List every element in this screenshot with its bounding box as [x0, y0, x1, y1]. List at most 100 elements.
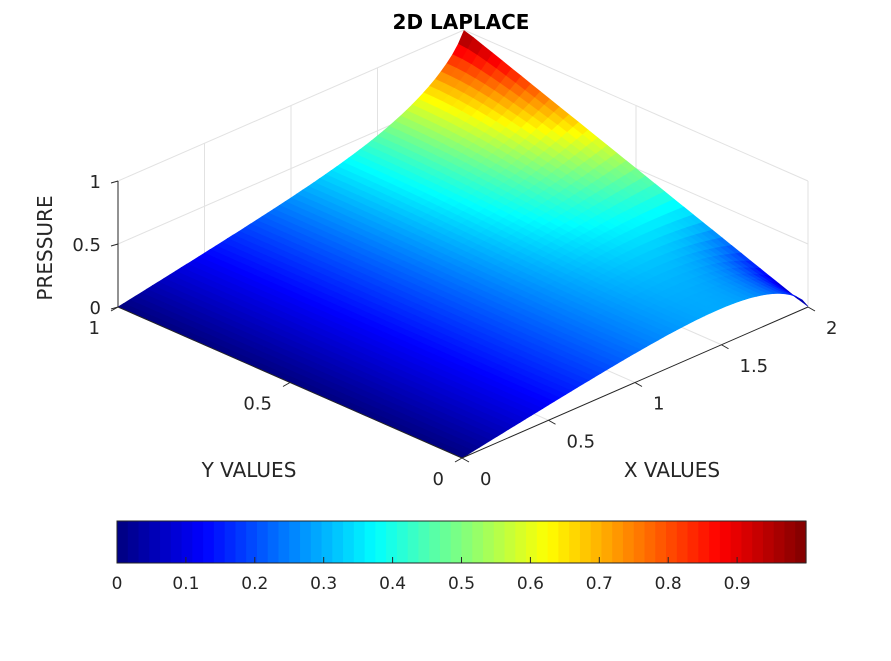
colorbar-swatch: [429, 521, 441, 563]
colorbar-swatch: [289, 521, 301, 563]
z-tick-label: 1: [90, 172, 101, 193]
colorbar-swatch: [709, 521, 721, 563]
colorbar-swatch: [213, 521, 226, 563]
colorbar-swatch: [256, 521, 269, 563]
colorbar-tick-label: 0: [112, 574, 123, 594]
colorbar-tick-label: 0.6: [517, 574, 544, 594]
colorbar-swatch: [461, 521, 473, 563]
x-tick-mark: [634, 382, 643, 387]
colorbar-swatch: [235, 521, 247, 563]
colorbar-tick-label: 0.2: [241, 574, 268, 594]
colorbar-swatch: [504, 521, 516, 563]
colorbar-tick-label: 0.8: [655, 574, 682, 594]
colorbar-swatch: [536, 521, 549, 563]
colorbar-swatch: [138, 521, 150, 563]
colorbar-swatch: [666, 521, 678, 563]
x-tick-label: 1.5: [740, 356, 769, 377]
colorbar-swatch: [612, 521, 624, 563]
colorbar: 0 0.1 0.2 0.3 0.4 0.5 0.6 0.7 0.8 0.9: [112, 520, 807, 594]
x-tick-label: 0: [480, 469, 491, 490]
colorbar-swatch: [278, 521, 290, 563]
z-tick-label: 0: [90, 298, 101, 319]
colorbar-swatch: [526, 521, 538, 563]
colorbar-swatch: [622, 521, 635, 563]
colorbar-swatch: [246, 521, 258, 563]
colorbar-swatch: [687, 521, 699, 563]
colorbar-swatch: [633, 521, 646, 563]
colorbar-swatch: [353, 521, 366, 563]
colorbar-swatch: [343, 521, 355, 563]
colorbar-swatch: [741, 521, 753, 563]
y-tick-label: 0: [433, 469, 444, 490]
x-axis-label: X VALUES: [624, 458, 720, 482]
colorbar-swatch: [558, 521, 570, 563]
colorbar-swatch: [579, 521, 592, 563]
z-tick-mark: [110, 243, 119, 247]
colorbar-swatch: [149, 521, 161, 563]
x-tick-label: 1: [653, 394, 664, 415]
x-tick-mark: [548, 419, 556, 425]
y-tick-label: 1: [89, 318, 100, 339]
back-edge: [463, 29, 809, 182]
surface-patch: [792, 294, 809, 307]
colorbar-swatch: [375, 521, 387, 563]
colorbar-swatch: [676, 521, 689, 563]
colorbar-swatch: [569, 521, 581, 563]
colorbar-swatch: [601, 521, 613, 563]
z-axis-label: PRESSURE: [33, 195, 57, 300]
colorbar-swatch: [698, 521, 710, 563]
colorbar-swatch: [267, 521, 280, 563]
colorbar-swatch: [719, 521, 732, 563]
colorbar-swatch: [439, 521, 452, 563]
z-tick-mark: [110, 180, 119, 184]
back-edge: [117, 29, 465, 182]
colorbar-swatch: [170, 521, 183, 563]
colorbar-swatch: [590, 521, 603, 563]
colorbar-swatch: [203, 521, 215, 563]
pressure-surface: [117, 30, 809, 459]
x-tick-label: 0.5: [567, 431, 596, 452]
colorbar-swatch: [784, 521, 796, 563]
colorbar-tick-label: 0.5: [448, 574, 475, 594]
colorbar-swatch: [181, 521, 193, 563]
colorbar-swatch: [472, 521, 484, 563]
x-tick-label: 2: [826, 318, 837, 339]
colorbar-swatch: [795, 521, 807, 563]
colorbar-swatch: [493, 521, 506, 563]
colorbar-swatch: [224, 521, 237, 563]
y-tick-label: 0.5: [243, 394, 272, 415]
colorbar-swatch: [450, 521, 463, 563]
colorbar-tick-label: 0.9: [724, 574, 751, 594]
colorbar-tick-label: 0.4: [379, 574, 406, 594]
colorbar-swatch: [321, 521, 333, 563]
z-tick-mark: [110, 306, 119, 310]
y-tick-mark: [282, 382, 291, 387]
y-tick-mark: [454, 457, 463, 463]
colorbar-swatch: [730, 521, 743, 563]
colorbar-swatch: [418, 521, 430, 563]
colorbar-swatch: [515, 521, 527, 563]
colorbar-swatch: [160, 521, 172, 563]
colorbar-swatch: [773, 521, 786, 563]
colorbar-swatch: [364, 521, 376, 563]
x-tick-mark: [721, 344, 729, 350]
colorbar-swatch: [655, 521, 667, 563]
colorbar-swatch: [300, 521, 312, 563]
colorbar-swatch: [127, 521, 140, 563]
colorbar-swatch: [332, 521, 344, 563]
colorbar-swatch: [752, 521, 764, 563]
colorbar-swatch: [547, 521, 559, 563]
chart-title: 2D LAPLACE: [393, 10, 530, 34]
colorbar-swatch: [644, 521, 656, 563]
colorbar-swatch: [407, 521, 420, 563]
colorbar-swatch: [386, 521, 398, 563]
colorbar-swatch: [762, 521, 775, 563]
colorbar-tick-label: 0.1: [172, 574, 199, 594]
x-tick-mark: [807, 306, 816, 312]
colorbar-tick-label: 0.7: [586, 574, 613, 594]
y-axis-label: Y VALUES: [201, 458, 297, 482]
colorbar-tick-label: 0.3: [310, 574, 337, 594]
colorbar-swatch: [483, 521, 495, 563]
